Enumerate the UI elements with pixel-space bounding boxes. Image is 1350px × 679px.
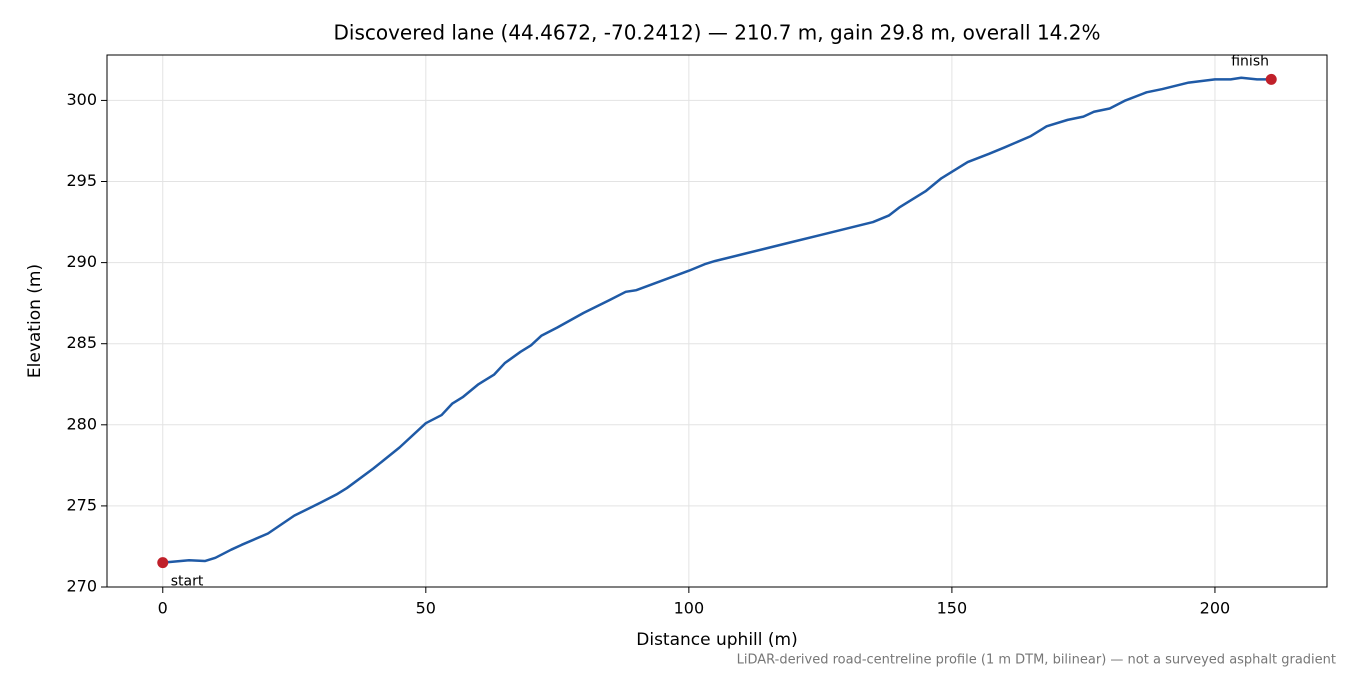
y-axis-label: Elevation (m) [25, 264, 45, 378]
y-tick-label: 275 [66, 495, 97, 514]
chart-title: Discovered lane (44.4672, -70.2412) — 21… [333, 21, 1100, 45]
endpoint-marker [1265, 73, 1277, 85]
x-tick-label: 100 [674, 599, 705, 618]
y-tick-label: 300 [66, 90, 97, 109]
y-tick-label: 270 [66, 577, 97, 596]
y-tick-label: 285 [66, 333, 97, 352]
annotation: finish [1231, 53, 1269, 69]
footnote: LiDAR-derived road-centreline profile (1… [737, 653, 1336, 668]
y-tick-label: 290 [66, 252, 97, 271]
x-tick-label: 200 [1200, 599, 1231, 618]
plot-frame [106, 54, 1328, 588]
annotation: start [171, 574, 204, 590]
endpoint-marker [157, 557, 169, 569]
y-tick-label: 280 [66, 414, 97, 433]
x-tick-label: 150 [937, 599, 968, 618]
x-tick-label: 50 [416, 599, 436, 618]
x-tick-label: 0 [158, 599, 168, 618]
line-series [162, 76, 1272, 564]
y-tick-label: 295 [66, 171, 97, 190]
x-axis-label: Distance uphill (m) [636, 630, 797, 650]
